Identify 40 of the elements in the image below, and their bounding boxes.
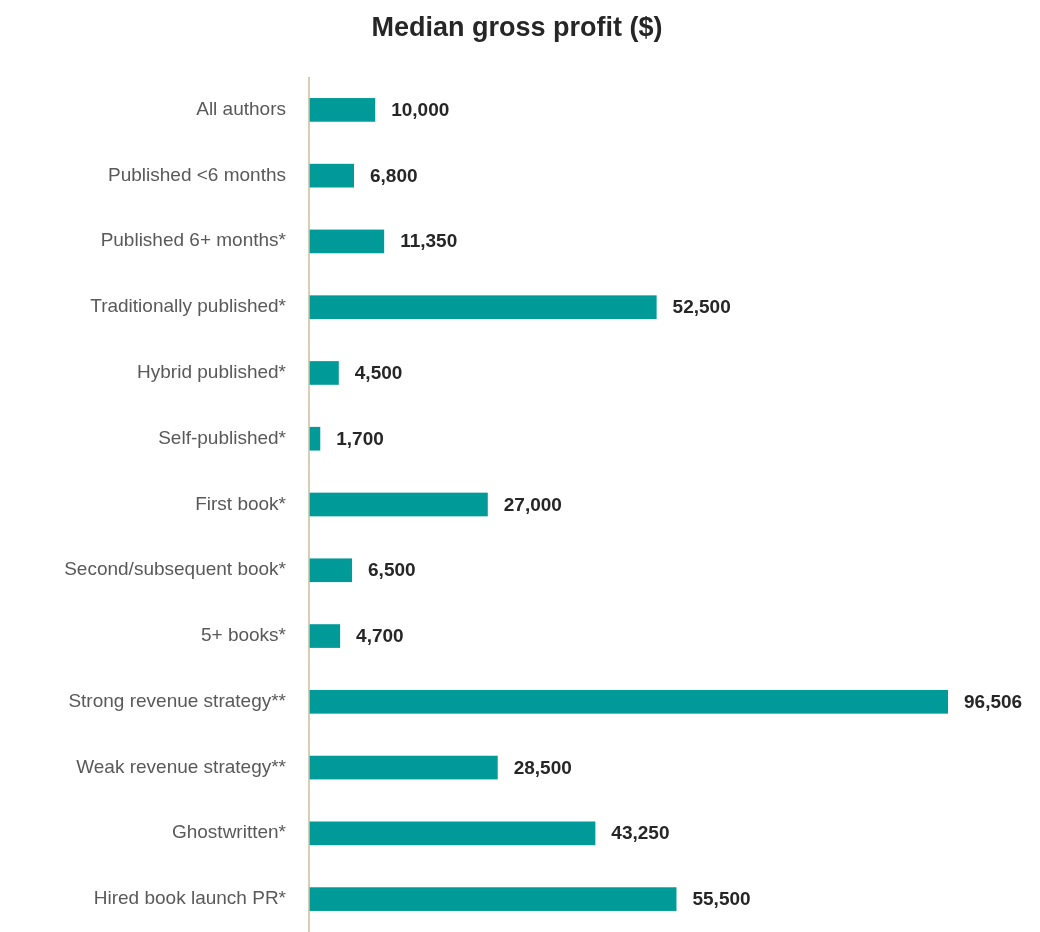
bar	[309, 229, 385, 254]
data-label: 96,506	[964, 690, 1023, 712]
data-label: 27,000	[503, 493, 562, 515]
bar	[309, 361, 339, 385]
bar	[309, 755, 498, 780]
data-label: 4,500	[354, 361, 403, 383]
y-tick-label: Second/subsequent book*	[64, 558, 287, 580]
bar	[309, 98, 376, 122]
y-tick-label: Published 6+ months*	[100, 229, 287, 251]
data-label: 1,700	[336, 427, 384, 449]
data-label: 43,250	[611, 822, 670, 844]
y-tick-label: 5+ books*	[200, 624, 287, 646]
y-tick-label: Hybrid published*	[137, 360, 287, 382]
data-label: 6,500	[368, 559, 416, 581]
data-label: 55,500	[692, 888, 751, 910]
chart-title: Median gross profit ($)	[371, 12, 663, 42]
data-label: 6,800	[370, 164, 418, 186]
data-label: 52,500	[672, 296, 731, 318]
bar	[309, 295, 657, 320]
y-tick-label: Weak revenue strategy**	[76, 755, 287, 777]
data-label: 11,350	[400, 230, 458, 252]
data-label: 4,700	[356, 625, 404, 647]
bar	[309, 624, 341, 648]
y-tick-label: All authors	[196, 97, 286, 119]
bar	[309, 163, 355, 188]
bar	[309, 558, 353, 583]
y-tick-label: First book*	[195, 492, 287, 514]
y-tick-label: Strong revenue strategy**	[68, 689, 287, 711]
data-label: 10,000	[391, 98, 450, 120]
y-tick-label: Hired book launch PR*	[93, 887, 287, 909]
y-tick-label: Traditionally published*	[90, 295, 287, 317]
y-tick-label: Published <6 months	[108, 163, 286, 185]
bar	[309, 492, 488, 517]
bar	[309, 821, 596, 846]
bar	[309, 689, 948, 714]
bar	[309, 426, 321, 451]
bar	[309, 887, 677, 911]
y-tick-label: Ghostwritten*	[171, 821, 287, 843]
y-tick-label: Self-published*	[158, 426, 287, 448]
data-label: 28,500	[513, 756, 572, 778]
